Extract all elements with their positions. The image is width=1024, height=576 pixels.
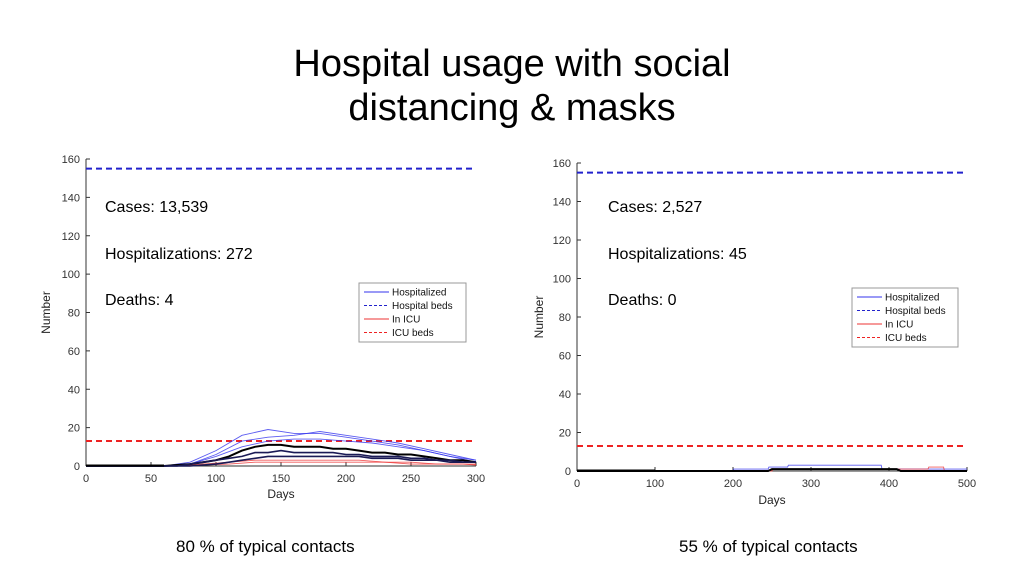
y-tick-label: 160: [553, 158, 571, 170]
y-tick-label: 60: [68, 346, 80, 358]
y-tick-label: 0: [565, 466, 571, 478]
stat-text-2: Hospitalizations: 272: [105, 246, 253, 263]
y-axis-label: Number: [39, 291, 53, 334]
stat-text-2: Hospitalizations: 45: [608, 246, 747, 263]
x-tick-label: 50: [145, 473, 157, 485]
y-tick-label: 80: [68, 308, 80, 320]
x-axis-label: Days: [267, 487, 294, 501]
legend-label: Hospitalized: [885, 293, 939, 304]
caption-left: 80 % of typical contacts: [176, 537, 355, 556]
stat-text-3: Deaths: 0: [608, 292, 677, 309]
caption-right: 55 % of typical contacts: [679, 537, 858, 556]
legend: Hospitalized Hospital beds In ICU ICU beds: [851, 287, 959, 348]
slide-title-line-1: Hospital usage with social: [293, 43, 731, 85]
y-tick-label: 140: [553, 197, 571, 209]
x-tick-label: 300: [467, 473, 485, 485]
x-axis-label: Days: [758, 493, 785, 507]
hospitalized-sim-line: [163, 431, 477, 467]
legend-label: Hospital beds: [885, 306, 946, 317]
slide-title-line-2: distancing & masks: [348, 87, 676, 129]
hospitalized-summary-line: [86, 449, 476, 467]
x-tick-label: 200: [337, 473, 355, 485]
y-axis-label: Number: [532, 296, 546, 339]
legend-label: In ICU: [885, 320, 913, 331]
y-tick-label: 60: [559, 351, 571, 363]
legend-label: ICU beds: [885, 333, 927, 344]
hospitalized-sim-line: [163, 438, 477, 467]
x-tick-label: 500: [958, 478, 976, 490]
legend: Hospitalized Hospital beds In ICU ICU beds: [358, 282, 467, 343]
slide-title: Hospital usage with social distancing & …: [212, 42, 812, 130]
y-tick-label: 40: [68, 384, 80, 396]
x-tick-label: 100: [646, 478, 664, 490]
legend-label: Hospitalized: [392, 288, 446, 299]
y-tick-label: 40: [559, 389, 571, 401]
x-tick-label: 250: [402, 473, 420, 485]
stat-text-1: Cases: 13,539: [105, 199, 208, 216]
hospitalized-summary-line: [577, 468, 967, 472]
x-tick-label: 400: [880, 478, 898, 490]
icu-sim-line: [176, 461, 477, 467]
y-tick-label: 80: [559, 312, 571, 324]
y-tick-label: 100: [553, 274, 571, 286]
y-tick-label: 20: [559, 428, 571, 440]
y-tick-label: 120: [62, 231, 80, 243]
y-tick-label: 20: [68, 423, 80, 435]
x-tick-label: 300: [802, 478, 820, 490]
x-tick-label: 100: [207, 473, 225, 485]
chart-panel-1: 0 20 40 60 80 100 120 140 160 0 50 100 150 200 250 300 D…: [39, 154, 485, 501]
x-tick-label: 150: [272, 473, 290, 485]
x-tick-label: 0: [83, 473, 89, 485]
y-tick-label: 0: [74, 461, 80, 473]
x-tick-label: 0: [574, 478, 580, 490]
hospitalized-summary-line: [86, 455, 476, 467]
legend-label: ICU beds: [392, 328, 434, 339]
legend-label: Hospital beds: [392, 301, 453, 312]
stat-text-1: Cases: 2,527: [608, 199, 702, 216]
legend-label: In ICU: [392, 315, 420, 326]
y-tick-label: 140: [62, 192, 80, 204]
chart-panel-2: 0 20 40 60 80 100 120 140 160 0 100 200 300 400 500 Day…: [532, 158, 976, 507]
y-tick-label: 160: [62, 154, 80, 166]
x-tick-label: 200: [724, 478, 742, 490]
y-tick-label: 100: [62, 269, 80, 281]
stat-text-3: Deaths: 4: [105, 292, 174, 309]
y-tick-label: 120: [553, 235, 571, 247]
